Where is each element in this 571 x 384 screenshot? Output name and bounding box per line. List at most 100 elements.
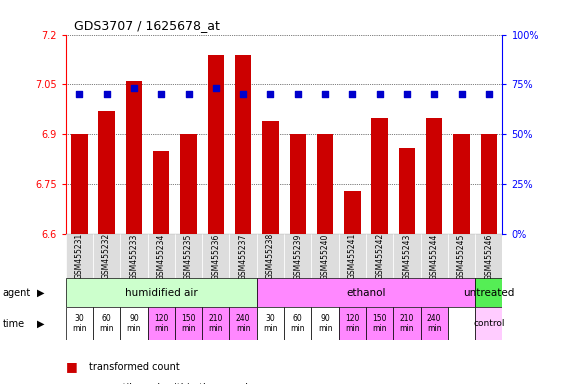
- Text: 210
min: 210 min: [208, 314, 223, 333]
- Text: 210
min: 210 min: [400, 314, 414, 333]
- Text: GDS3707 / 1625678_at: GDS3707 / 1625678_at: [74, 19, 220, 32]
- Text: 30
min: 30 min: [72, 314, 87, 333]
- Text: 120
min: 120 min: [345, 314, 360, 333]
- Bar: [120, 307, 147, 340]
- Bar: [147, 307, 175, 340]
- Bar: [175, 234, 202, 278]
- Text: humidified air: humidified air: [125, 288, 198, 298]
- Bar: [66, 234, 93, 278]
- Text: ■: ■: [66, 381, 78, 384]
- Bar: [393, 307, 421, 340]
- Bar: [120, 234, 147, 278]
- Text: 240
min: 240 min: [236, 314, 250, 333]
- Point: [375, 91, 384, 98]
- Text: GSM455241: GSM455241: [348, 233, 357, 280]
- Bar: [180, 134, 196, 234]
- Bar: [202, 307, 230, 340]
- Text: control: control: [473, 319, 505, 328]
- Bar: [93, 307, 120, 340]
- Bar: [366, 307, 393, 340]
- Bar: [66, 278, 257, 307]
- Text: GSM455243: GSM455243: [403, 233, 412, 280]
- Point: [429, 91, 439, 98]
- Bar: [311, 234, 339, 278]
- Text: ■: ■: [66, 360, 78, 373]
- Text: transformed count: transformed count: [89, 362, 179, 372]
- Point: [348, 91, 357, 98]
- Bar: [208, 55, 224, 234]
- Point: [239, 91, 248, 98]
- Text: 240
min: 240 min: [427, 314, 441, 333]
- Text: ▶: ▶: [37, 318, 45, 329]
- Point: [403, 91, 412, 98]
- Point: [184, 91, 193, 98]
- Text: GSM455237: GSM455237: [239, 233, 248, 280]
- Text: untreated: untreated: [463, 288, 514, 298]
- Bar: [475, 307, 502, 340]
- Point: [156, 91, 166, 98]
- Bar: [399, 148, 415, 234]
- Text: GSM455235: GSM455235: [184, 233, 193, 280]
- Bar: [421, 234, 448, 278]
- Bar: [366, 234, 393, 278]
- Point: [211, 85, 220, 91]
- Text: 60
min: 60 min: [99, 314, 114, 333]
- Bar: [71, 134, 87, 234]
- Bar: [202, 234, 230, 278]
- Bar: [284, 307, 311, 340]
- Bar: [339, 234, 366, 278]
- Point: [266, 91, 275, 98]
- Text: GSM455242: GSM455242: [375, 233, 384, 280]
- Text: agent: agent: [3, 288, 31, 298]
- Bar: [153, 151, 170, 234]
- Bar: [311, 307, 339, 340]
- Bar: [98, 111, 115, 234]
- Point: [320, 91, 329, 98]
- Text: 150
min: 150 min: [181, 314, 196, 333]
- Text: time: time: [3, 318, 25, 329]
- Bar: [475, 278, 502, 307]
- Point: [293, 91, 302, 98]
- Text: 90
min: 90 min: [318, 314, 332, 333]
- Text: GSM455238: GSM455238: [266, 233, 275, 280]
- Bar: [426, 118, 443, 234]
- Bar: [257, 278, 475, 307]
- Text: GSM455234: GSM455234: [156, 233, 166, 280]
- Bar: [126, 81, 142, 234]
- Text: GSM455244: GSM455244: [430, 233, 439, 280]
- Bar: [93, 234, 120, 278]
- Point: [75, 91, 84, 98]
- Bar: [344, 191, 360, 234]
- Text: GSM455246: GSM455246: [484, 233, 493, 280]
- Text: 150
min: 150 min: [372, 314, 387, 333]
- Bar: [175, 307, 202, 340]
- Text: ethanol: ethanol: [346, 288, 386, 298]
- Text: GSM455231: GSM455231: [75, 233, 84, 280]
- Bar: [66, 307, 93, 340]
- Text: GSM455245: GSM455245: [457, 233, 466, 280]
- Bar: [289, 134, 306, 234]
- Bar: [371, 118, 388, 234]
- Bar: [230, 307, 257, 340]
- Point: [457, 91, 466, 98]
- Text: ▶: ▶: [37, 288, 45, 298]
- Text: GSM455236: GSM455236: [211, 233, 220, 280]
- Text: GSM455240: GSM455240: [320, 233, 329, 280]
- Point: [130, 85, 139, 91]
- Bar: [421, 307, 448, 340]
- Text: GSM455239: GSM455239: [293, 233, 302, 280]
- Bar: [147, 234, 175, 278]
- Text: GSM455232: GSM455232: [102, 233, 111, 280]
- Bar: [475, 234, 502, 278]
- Text: percentile rank within the sample: percentile rank within the sample: [89, 383, 254, 384]
- Text: 30
min: 30 min: [263, 314, 278, 333]
- Bar: [448, 234, 475, 278]
- Bar: [481, 134, 497, 234]
- Bar: [235, 55, 251, 234]
- Bar: [230, 234, 257, 278]
- Text: GSM455233: GSM455233: [130, 233, 138, 280]
- Text: 60
min: 60 min: [291, 314, 305, 333]
- Bar: [317, 134, 333, 234]
- Bar: [257, 234, 284, 278]
- Point: [102, 91, 111, 98]
